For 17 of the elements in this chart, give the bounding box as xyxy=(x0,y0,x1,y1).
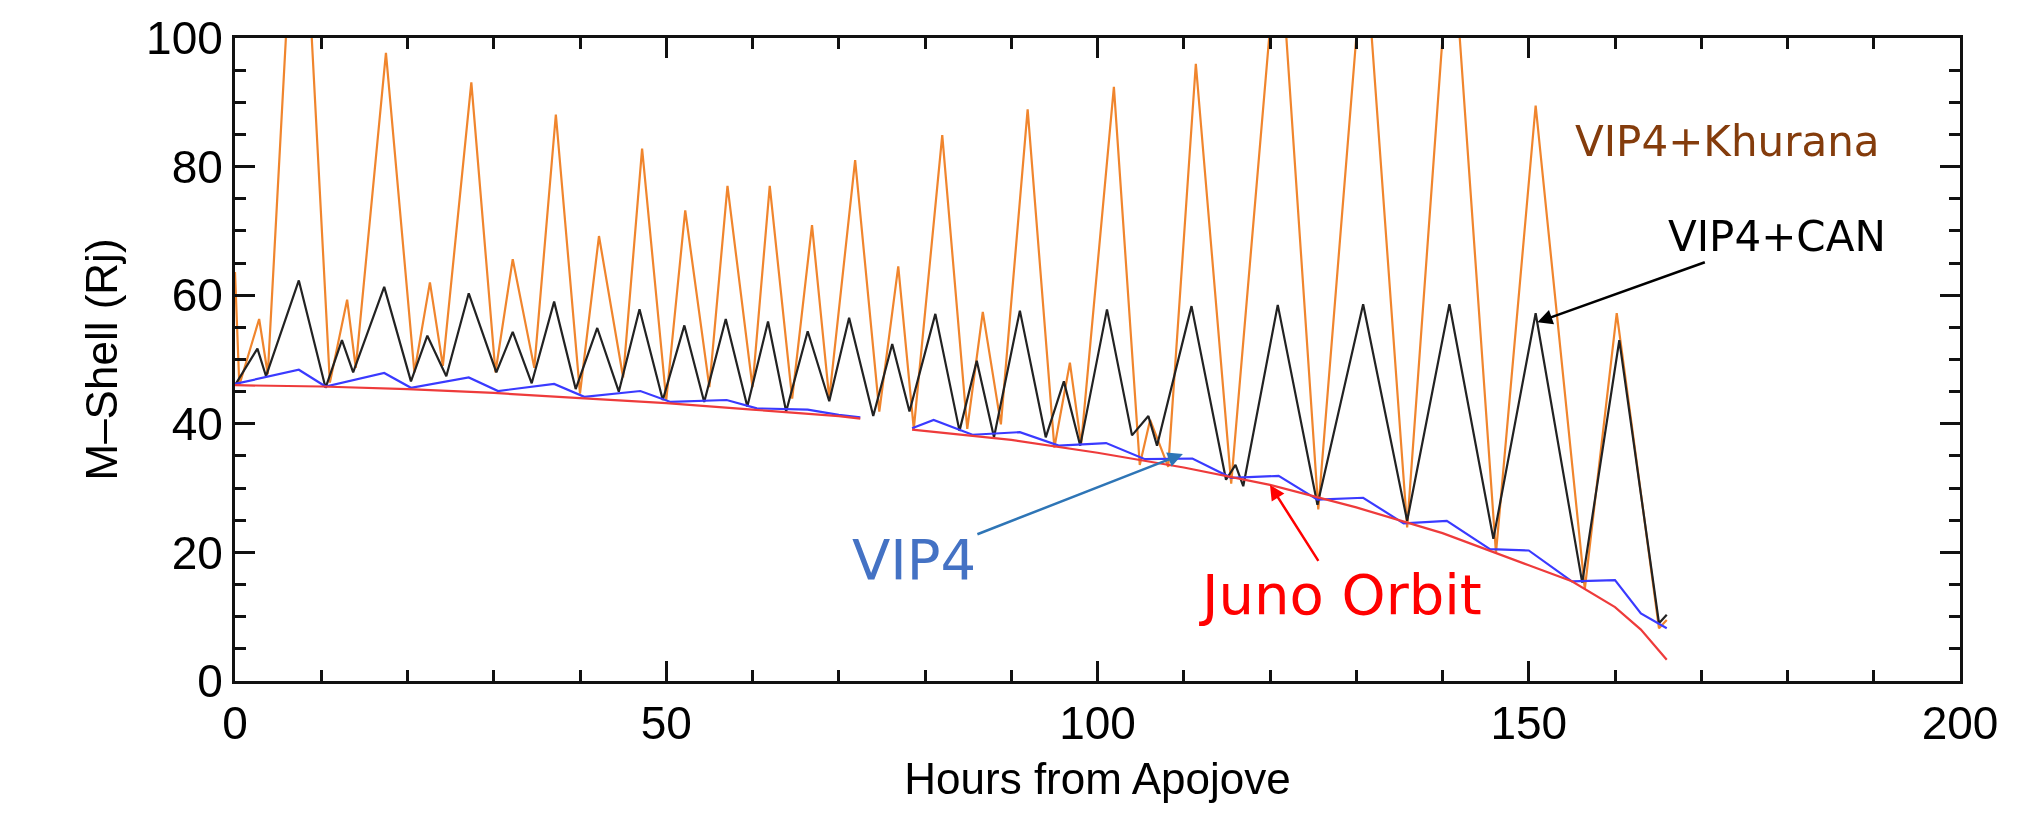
y-tick-label: 100 xyxy=(146,12,223,65)
annotation: VIP4 xyxy=(852,527,977,592)
line-series xyxy=(235,279,1668,625)
y-tick-label: 0 xyxy=(197,655,223,708)
annotation: VIP4+CAN xyxy=(1668,212,1886,261)
y-axis-title: M–Shell (Rj) xyxy=(77,238,127,481)
y-tick-label: 80 xyxy=(171,140,223,193)
annotation: VIP4+Khurana xyxy=(1575,117,1880,166)
annotation: Juno Orbit xyxy=(1199,562,1482,627)
x-tick-label: 50 xyxy=(640,697,692,750)
y-tick-label: 40 xyxy=(171,397,223,450)
x-tick-label: 150 xyxy=(1490,697,1568,750)
y-tick-label: 60 xyxy=(171,269,223,322)
y-tick-label: 20 xyxy=(171,526,223,579)
x-axis-title: Hours from Apojove xyxy=(904,753,1291,803)
x-tick-label: 200 xyxy=(1921,697,1999,750)
x-tick-label: 100 xyxy=(1059,697,1136,750)
